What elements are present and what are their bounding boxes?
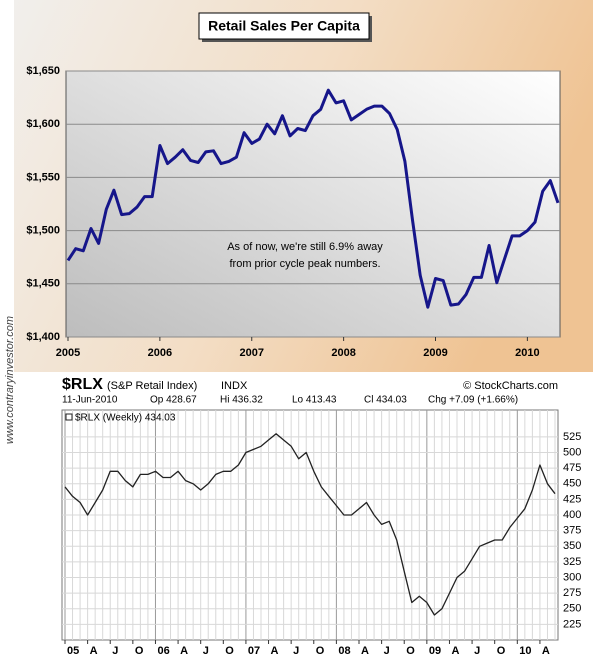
bottom-plot-area bbox=[61, 409, 559, 641]
x-tick-label: A bbox=[361, 645, 369, 657]
x-tick-label: A bbox=[180, 645, 188, 657]
annotation: from prior cycle peak numbers. bbox=[230, 258, 381, 270]
y-tick-label: 325 bbox=[563, 556, 581, 568]
data-line bbox=[64, 433, 556, 616]
y-tick-label: 475 bbox=[563, 462, 581, 474]
x-tick-label: 07 bbox=[248, 645, 260, 657]
x-tick-label: 10 bbox=[519, 645, 531, 657]
x-tick-label: 2005 bbox=[56, 347, 80, 359]
y-tick-label: 500 bbox=[563, 446, 581, 458]
y-tick-label: $1,400 bbox=[26, 331, 60, 343]
y-tick-label: $1,450 bbox=[26, 278, 60, 290]
x-tick-label: O bbox=[406, 645, 415, 657]
x-tick-label: J bbox=[293, 645, 299, 657]
stat: Cl 434.03 bbox=[364, 395, 407, 406]
y-tick-label: $1,550 bbox=[26, 171, 60, 183]
x-tick-label: 09 bbox=[429, 645, 441, 657]
x-tick-label: A bbox=[271, 645, 279, 657]
x-tick-label: O bbox=[497, 645, 506, 657]
y-tick-label: 525 bbox=[563, 431, 581, 443]
x-tick-label: O bbox=[316, 645, 325, 657]
y-tick-label: 450 bbox=[563, 478, 581, 490]
y-tick-label: 300 bbox=[563, 571, 581, 583]
y-tick-label: 425 bbox=[563, 493, 581, 505]
y-tick-label: 275 bbox=[563, 587, 581, 599]
y-tick-label: 400 bbox=[563, 509, 581, 521]
x-tick-label: O bbox=[135, 645, 144, 657]
symbol: $RLX bbox=[62, 376, 103, 393]
stat: Chg +7.09 (+1.66%) bbox=[428, 395, 518, 406]
y-tick-label: 250 bbox=[563, 603, 581, 615]
stat: Hi 436.32 bbox=[220, 395, 263, 406]
stat: Op 428.67 bbox=[150, 395, 197, 406]
legend-entry: $RLX (Weekly) 434.03 bbox=[75, 413, 176, 424]
x-tick-label: 2007 bbox=[240, 347, 264, 359]
x-tick-label: J bbox=[384, 645, 390, 657]
x-tick-label: J bbox=[474, 645, 480, 657]
x-tick-label: J bbox=[203, 645, 209, 657]
x-tick-label: 2010 bbox=[515, 347, 539, 359]
x-tick-label: 08 bbox=[338, 645, 350, 657]
x-tick-label: 05 bbox=[67, 645, 79, 657]
y-tick-label: $1,500 bbox=[26, 225, 60, 237]
data-line bbox=[66, 88, 560, 309]
y-tick-label: $1,600 bbox=[26, 118, 60, 130]
x-tick-label: A bbox=[542, 645, 550, 657]
x-tick-label: O bbox=[225, 645, 234, 657]
subtitle: (S&P Retail Index) bbox=[107, 380, 197, 392]
legend-swatch bbox=[65, 413, 73, 421]
date: 11-Jun-2010 bbox=[62, 395, 118, 406]
x-tick-label: A bbox=[90, 645, 98, 657]
exchange: INDX bbox=[221, 380, 248, 392]
x-tick-label: 2008 bbox=[331, 347, 355, 359]
title-box bbox=[198, 12, 370, 40]
y-tick-label: 225 bbox=[563, 618, 581, 630]
y-tick-label: $1,650 bbox=[26, 65, 60, 77]
x-tick-label: 06 bbox=[157, 645, 169, 657]
source: © StockCharts.com bbox=[463, 380, 558, 392]
stat: Lo 413.43 bbox=[292, 395, 337, 406]
x-tick-label: 2006 bbox=[148, 347, 172, 359]
chart-title: Retail Sales Per Capita bbox=[208, 18, 360, 34]
x-tick-label: 2009 bbox=[423, 347, 447, 359]
y-tick-label: 350 bbox=[563, 540, 581, 552]
x-tick-label: A bbox=[451, 645, 459, 657]
annotation: As of now, we're still 6.9% away bbox=[227, 241, 383, 253]
y-tick-label: 375 bbox=[563, 525, 581, 537]
watermark: www.contraryinvestor.com bbox=[4, 316, 16, 444]
x-tick-label: J bbox=[112, 645, 118, 657]
